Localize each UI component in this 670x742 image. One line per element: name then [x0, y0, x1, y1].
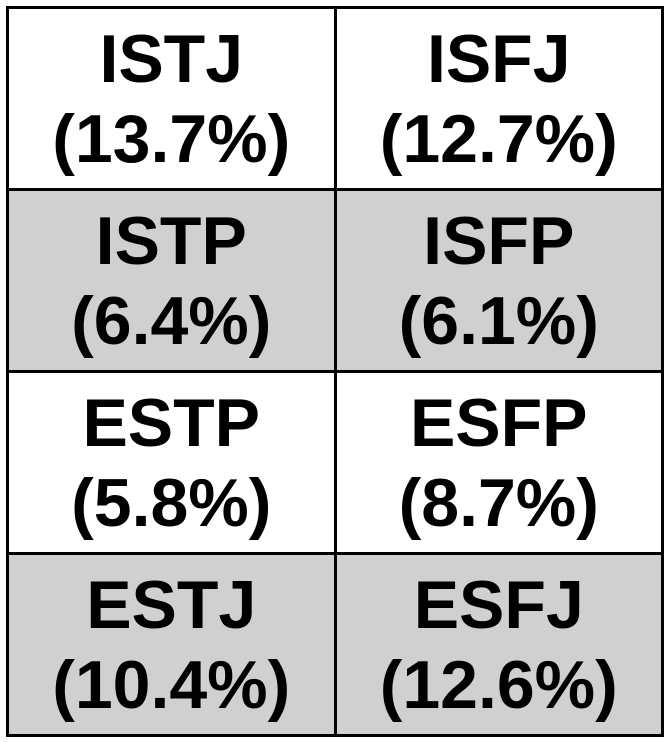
percent-label: (6.1%)	[398, 282, 599, 359]
type-label: ISFP	[423, 202, 575, 279]
type-label: ESFP	[409, 384, 588, 461]
percent-label: (8.7%)	[398, 464, 599, 541]
table-row: ESTP (5.8%) ESFP (8.7%)	[6, 370, 664, 555]
type-cell-istp: ISTP (6.4%)	[6, 188, 337, 373]
percent-label: (10.4%)	[52, 646, 291, 723]
type-cell-estp: ESTP (5.8%)	[6, 370, 337, 555]
type-cell-esfp: ESFP (8.7%)	[333, 370, 664, 555]
type-label: ISFJ	[426, 20, 571, 97]
percent-label: (13.7%)	[52, 100, 291, 177]
type-label: ESTJ	[86, 566, 257, 643]
type-label: ISTJ	[99, 20, 244, 97]
table-row: ISTJ (13.7%) ISFJ (12.7%)	[6, 6, 664, 191]
type-label: ESFJ	[413, 566, 584, 643]
table-row: ESTJ (10.4%) ESFJ (12.6%)	[6, 552, 664, 737]
type-cell-istj: ISTJ (13.7%)	[6, 6, 337, 191]
percent-label: (12.7%)	[379, 100, 618, 177]
type-label: ESTP	[82, 384, 261, 461]
percent-label: (6.4%)	[71, 282, 272, 359]
percent-label: (12.6%)	[379, 646, 618, 723]
percent-label: (5.8%)	[71, 464, 272, 541]
type-cell-esfj: ESFJ (12.6%)	[333, 552, 664, 737]
type-cell-estj: ESTJ (10.4%)	[6, 552, 337, 737]
table-body: ISTJ (13.7%) ISFJ (12.7%) ISTP (6.4%) ISFP (6.1…	[6, 6, 664, 737]
type-label: ISTP	[95, 202, 247, 279]
table-row: ISTP (6.4%) ISFP (6.1%)	[6, 188, 664, 373]
type-cell-isfp: ISFP (6.1%)	[333, 188, 664, 373]
type-distribution-table: ISTJ (13.7%) ISFJ (12.7%) ISTP (6.4%) ISFP (6.1…	[6, 6, 664, 737]
type-cell-isfj: ISFJ (12.7%)	[333, 6, 664, 191]
